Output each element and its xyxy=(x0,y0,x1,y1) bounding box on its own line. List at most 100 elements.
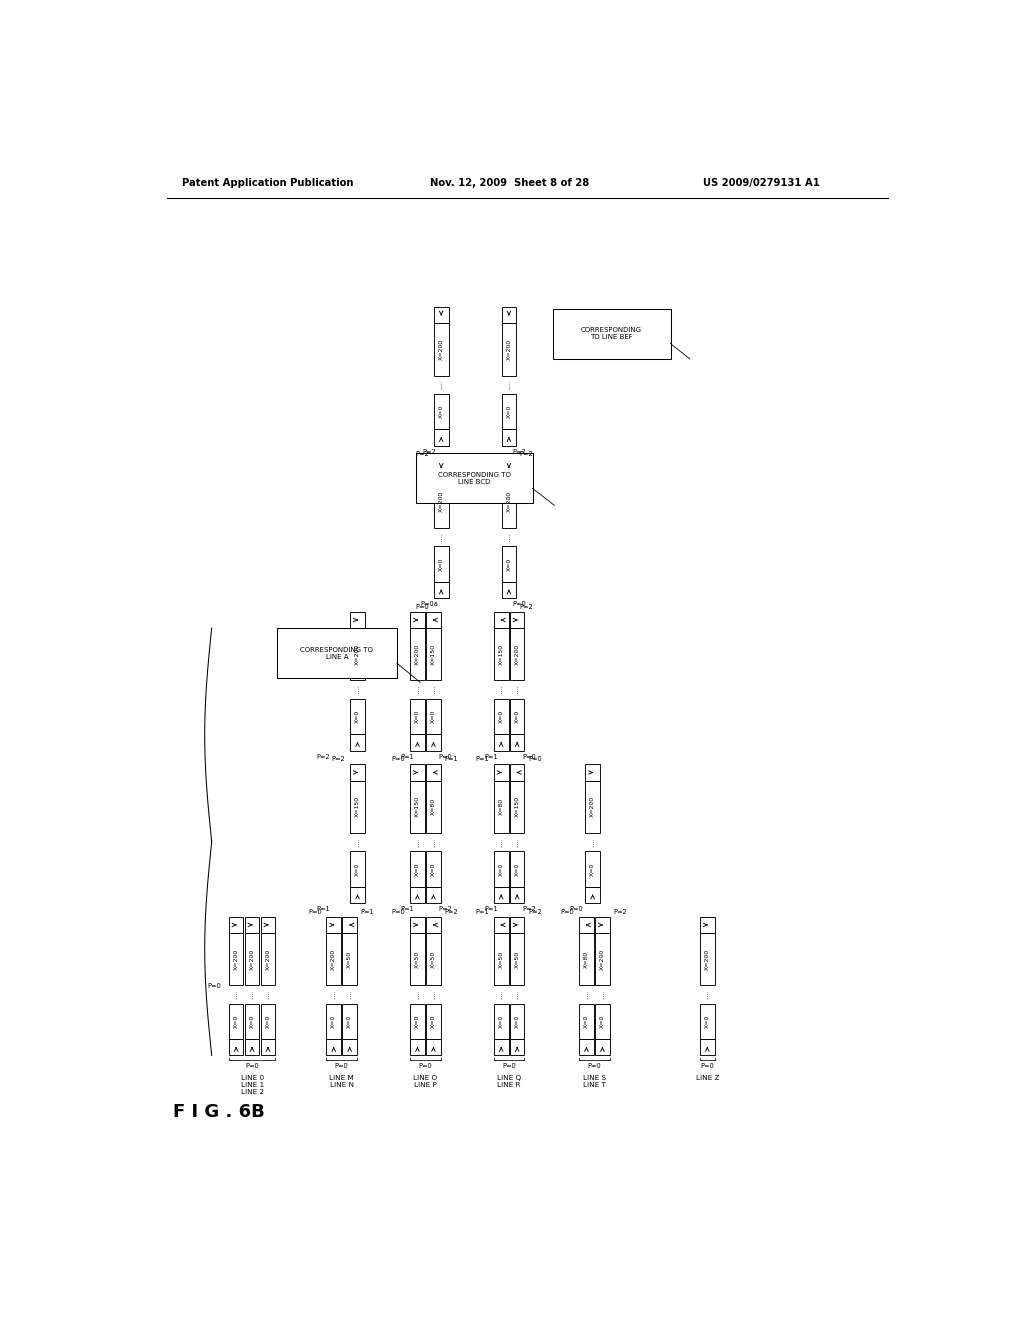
Text: X=0: X=0 xyxy=(515,710,519,723)
Bar xyxy=(595,933,609,985)
Bar xyxy=(494,700,509,734)
Bar xyxy=(426,933,440,985)
Bar xyxy=(510,887,524,903)
Text: X=0: X=0 xyxy=(705,1015,710,1028)
Bar xyxy=(700,1039,715,1056)
Bar xyxy=(434,429,449,446)
Bar xyxy=(502,546,516,582)
Text: .....: ..... xyxy=(431,685,436,694)
Text: P=1: P=1 xyxy=(400,754,414,759)
Bar xyxy=(434,475,449,528)
Text: P=0: P=0 xyxy=(528,756,542,762)
Bar xyxy=(510,1039,524,1056)
Bar xyxy=(586,764,600,780)
Bar xyxy=(342,917,357,933)
Bar xyxy=(426,917,440,933)
Bar xyxy=(417,453,532,503)
Bar xyxy=(700,933,715,985)
Text: P=2: P=2 xyxy=(416,451,429,457)
Text: P=1: P=1 xyxy=(484,754,498,759)
Text: X=0: X=0 xyxy=(415,862,420,875)
Text: X=0: X=0 xyxy=(431,710,436,723)
Text: .....: ..... xyxy=(515,685,519,694)
Text: P=2: P=2 xyxy=(512,449,526,454)
Bar xyxy=(327,917,341,933)
Text: P=0: P=0 xyxy=(502,1063,516,1069)
Bar xyxy=(579,933,594,985)
Text: Nov. 12, 2009  Sheet 8 of 28: Nov. 12, 2009 Sheet 8 of 28 xyxy=(430,178,590,187)
Text: .....: ..... xyxy=(438,532,443,543)
Bar xyxy=(579,917,594,933)
Text: X=200: X=200 xyxy=(438,491,443,512)
Bar xyxy=(245,1003,259,1039)
Text: .....: ..... xyxy=(515,990,519,999)
Bar xyxy=(410,933,425,985)
Bar xyxy=(510,734,524,751)
Text: P=1: P=1 xyxy=(400,906,414,912)
Text: LINE S
LINE T: LINE S LINE T xyxy=(583,1076,606,1089)
Bar xyxy=(426,1003,440,1039)
Bar xyxy=(410,734,425,751)
Bar xyxy=(510,700,524,734)
Bar xyxy=(595,1003,609,1039)
Text: US 2009/0279131 A1: US 2009/0279131 A1 xyxy=(703,178,820,187)
Text: LINE O
LINE P: LINE O LINE P xyxy=(414,1076,437,1089)
Bar xyxy=(434,546,449,582)
Text: .....: ..... xyxy=(415,990,420,999)
Text: X=0: X=0 xyxy=(499,862,504,875)
Text: P=2: P=2 xyxy=(422,449,436,454)
Bar xyxy=(494,917,509,933)
Text: X=150: X=150 xyxy=(431,644,436,665)
Text: .....: ..... xyxy=(431,990,436,999)
Text: X=200: X=200 xyxy=(265,949,270,970)
Text: P=2: P=2 xyxy=(528,908,542,915)
Bar xyxy=(426,700,440,734)
Text: X=80: X=80 xyxy=(431,799,436,816)
Text: X=0: X=0 xyxy=(415,1015,420,1028)
Bar xyxy=(261,917,275,933)
Bar xyxy=(494,887,509,903)
Text: X=0: X=0 xyxy=(233,1015,239,1028)
Text: X=200: X=200 xyxy=(250,949,255,970)
Text: .....: ..... xyxy=(265,990,270,999)
Text: CORRESPONDING
TO LINE BEF: CORRESPONDING TO LINE BEF xyxy=(581,327,642,341)
Bar xyxy=(410,628,425,681)
Text: .....: ..... xyxy=(590,837,595,847)
Bar xyxy=(494,851,509,887)
Text: X=200: X=200 xyxy=(600,949,605,970)
Bar xyxy=(350,612,365,628)
Text: LINE 0
LINE 1
LINE 2: LINE 0 LINE 1 LINE 2 xyxy=(241,1076,263,1096)
Bar xyxy=(350,734,365,751)
Text: X=0: X=0 xyxy=(590,862,595,875)
Bar xyxy=(494,1003,509,1039)
Bar xyxy=(595,917,609,933)
Bar xyxy=(502,308,516,323)
Text: X=0: X=0 xyxy=(499,1015,504,1028)
Bar xyxy=(553,309,671,359)
Text: X=0: X=0 xyxy=(584,1015,589,1028)
Text: X=0: X=0 xyxy=(347,1015,352,1028)
Bar xyxy=(510,780,524,833)
Text: X=150: X=150 xyxy=(355,796,360,817)
Text: .....: ..... xyxy=(438,380,443,389)
Text: X=200: X=200 xyxy=(507,339,511,360)
Bar xyxy=(342,933,357,985)
Bar xyxy=(510,612,524,628)
Text: P=2: P=2 xyxy=(332,756,345,762)
Text: P=0: P=0 xyxy=(700,1063,714,1069)
Text: .....: ..... xyxy=(515,837,519,847)
Bar xyxy=(342,1039,357,1056)
Text: .....: ..... xyxy=(355,685,360,694)
Text: P=2: P=2 xyxy=(444,908,458,915)
Bar xyxy=(228,1039,244,1056)
Text: P=0: P=0 xyxy=(561,908,574,915)
Bar xyxy=(494,628,509,681)
Text: X=150: X=150 xyxy=(515,796,519,817)
Bar xyxy=(586,851,600,887)
Text: .....: ..... xyxy=(499,990,504,999)
Text: X=150: X=150 xyxy=(499,644,504,665)
Text: .....: ..... xyxy=(415,837,420,847)
Bar xyxy=(410,612,425,628)
Text: X=0: X=0 xyxy=(431,862,436,875)
Text: .....: ..... xyxy=(507,532,511,543)
